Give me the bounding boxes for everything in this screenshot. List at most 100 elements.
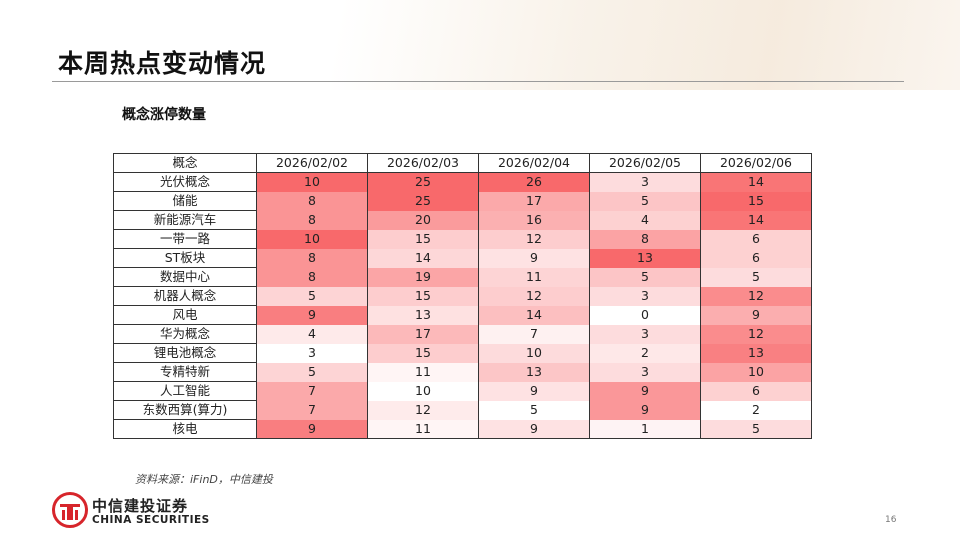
heatmap-cell: 15: [700, 191, 812, 211]
heatmap-cell: 13: [700, 343, 812, 363]
header-date: 2026/02/02: [256, 153, 368, 173]
header-category: 概念: [113, 153, 257, 173]
heatmap-cell: 10: [367, 381, 479, 401]
heatmap-body: 光伏概念 10 25 26 3 14 储能 8 25 17 5 15 新能源汽车 8 20 16 4 14 一带一路…: [113, 172, 812, 439]
heatmap-cell: 9: [256, 419, 368, 439]
heatmap-cell: 9: [478, 419, 590, 439]
heatmap-cell: 12: [700, 324, 812, 344]
table-row: 一带一路 10 15 12 8 6: [113, 229, 812, 249]
heatmap-cell: 14: [367, 248, 479, 268]
heatmap-cell: 26: [478, 172, 590, 192]
header-background: [0, 0, 960, 90]
heatmap-cell: 6: [700, 229, 812, 249]
row-category-label: 华为概念: [113, 324, 257, 344]
heatmap-cell: 1: [589, 419, 701, 439]
table-row: 风电 9 13 14 0 9: [113, 305, 812, 325]
heatmap-cell: 14: [478, 305, 590, 325]
table-row: 华为概念 4 17 7 3 12: [113, 324, 812, 344]
row-category-label: 机器人概念: [113, 286, 257, 306]
heatmap-cell: 19: [367, 267, 479, 287]
heatmap-cell: 17: [367, 324, 479, 344]
header-date: 2026/02/04: [478, 153, 590, 173]
heatmap-cell: 9: [256, 305, 368, 325]
heatmap-cell: 4: [589, 210, 701, 230]
brand-name-en: CHINA SECURITIES: [92, 514, 210, 526]
heatmap-cell: 5: [478, 400, 590, 420]
heatmap-cell: 25: [367, 191, 479, 211]
heatmap-cell: 5: [256, 362, 368, 382]
header-date: 2026/02/05: [589, 153, 701, 173]
brand-name-cn: 中信建投证券: [92, 497, 189, 515]
row-category-label: 东数西算(算力): [113, 400, 257, 420]
row-category-label: 一带一路: [113, 229, 257, 249]
heatmap-cell: 2: [589, 343, 701, 363]
heatmap-cell: 7: [256, 400, 368, 420]
heatmap-cell: 10: [478, 343, 590, 363]
row-category-label: 核电: [113, 419, 257, 439]
heatmap-cell: 5: [589, 267, 701, 287]
heatmap-table: 概念 2026/02/02 2026/02/03 2026/02/04 2026/02…: [113, 153, 812, 439]
heatmap-cell: 13: [367, 305, 479, 325]
heatmap-cell: 10: [700, 362, 812, 382]
heatmap-cell: 14: [700, 210, 812, 230]
china-securities-logo-icon: [52, 492, 88, 528]
heatmap-cell: 10: [256, 172, 368, 192]
heatmap-cell: 15: [367, 343, 479, 363]
heatmap-cell: 12: [478, 229, 590, 249]
heatmap-cell: 13: [478, 362, 590, 382]
heatmap-cell: 3: [256, 343, 368, 363]
heatmap-cell: 15: [367, 229, 479, 249]
heatmap-cell: 4: [256, 324, 368, 344]
row-category-label: 数据中心: [113, 267, 257, 287]
heatmap-cell: 8: [256, 267, 368, 287]
header-date: 2026/02/03: [367, 153, 479, 173]
table-row: 新能源汽车 8 20 16 4 14: [113, 210, 812, 230]
heatmap-cell: 12: [367, 400, 479, 420]
heatmap-cell: 8: [256, 210, 368, 230]
heatmap-cell: 9: [589, 381, 701, 401]
heatmap-cell: 25: [367, 172, 479, 192]
heatmap-cell: 5: [700, 267, 812, 287]
heatmap-cell: 7: [478, 324, 590, 344]
source-note: 资料来源：iFinD，中信建投: [135, 473, 273, 486]
heatmap-cell: 3: [589, 286, 701, 306]
table-row: 人工智能 7 10 9 9 6: [113, 381, 812, 401]
title-divider: [52, 81, 904, 82]
heatmap-cell: 3: [589, 362, 701, 382]
heatmap-cell: 12: [700, 286, 812, 306]
heatmap-cell: 10: [256, 229, 368, 249]
heatmap-cell: 15: [367, 286, 479, 306]
heatmap-cell: 12: [478, 286, 590, 306]
heatmap-cell: 9: [478, 248, 590, 268]
heatmap-cell: 6: [700, 248, 812, 268]
heatmap-cell: 17: [478, 191, 590, 211]
table-row: 核电 9 11 9 1 5: [113, 419, 812, 439]
heatmap-cell: 13: [589, 248, 701, 268]
row-category-label: 人工智能: [113, 381, 257, 401]
row-category-label: 专精特新: [113, 362, 257, 382]
page-title: 本周热点变动情况: [58, 49, 267, 78]
heatmap-cell: 11: [367, 362, 479, 382]
row-category-label: 风电: [113, 305, 257, 325]
heatmap-cell: 9: [478, 381, 590, 401]
row-category-label: 新能源汽车: [113, 210, 257, 230]
chart-title: 概念涨停数量: [122, 107, 206, 123]
table-row: 专精特新 5 11 13 3 10: [113, 362, 812, 382]
heatmap-cell: 3: [589, 324, 701, 344]
heatmap-cell: 11: [367, 419, 479, 439]
heatmap-cell: 5: [589, 191, 701, 211]
heatmap-cell: 9: [700, 305, 812, 325]
table-row: ST板块 8 14 9 13 6: [113, 248, 812, 268]
row-category-label: ST板块: [113, 248, 257, 268]
heatmap-cell: 16: [478, 210, 590, 230]
heatmap-cell: 3: [589, 172, 701, 192]
heatmap-cell: 11: [478, 267, 590, 287]
page-number: 16: [885, 515, 897, 525]
heatmap-cell: 20: [367, 210, 479, 230]
table-row: 储能 8 25 17 5 15: [113, 191, 812, 211]
heatmap-cell: 8: [589, 229, 701, 249]
row-category-label: 储能: [113, 191, 257, 211]
heatmap-cell: 2: [700, 400, 812, 420]
table-row: 光伏概念 10 25 26 3 14: [113, 172, 812, 192]
row-category-label: 锂电池概念: [113, 343, 257, 363]
